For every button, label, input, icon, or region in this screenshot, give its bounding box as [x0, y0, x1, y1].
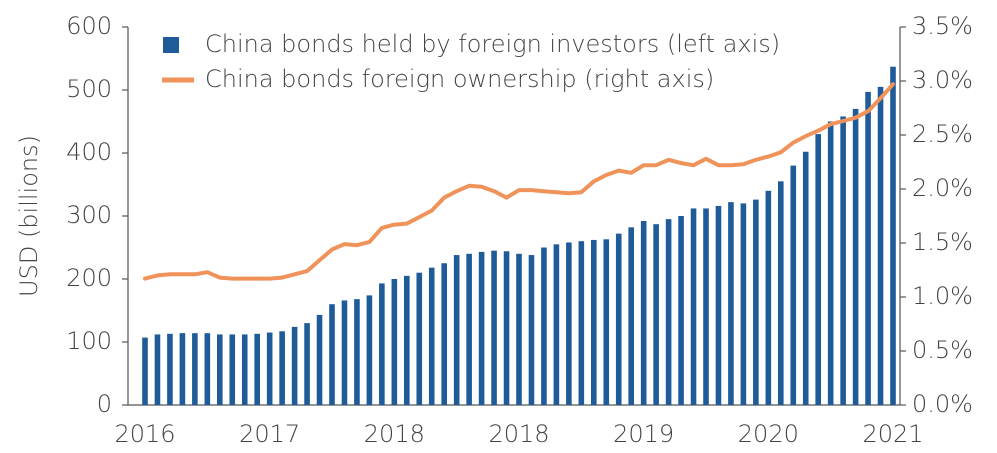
- bar: [815, 134, 821, 405]
- bar: [578, 241, 585, 405]
- bar: [615, 233, 622, 405]
- bar: [516, 253, 522, 405]
- y-tick-label: 200: [66, 264, 112, 292]
- bar: [640, 221, 647, 405]
- y-tick-label: 600: [66, 12, 112, 40]
- bar: [678, 216, 684, 405]
- bar: [628, 227, 634, 405]
- bar: [566, 242, 572, 405]
- bar: [366, 295, 373, 405]
- bar: [665, 219, 672, 405]
- legend-swatch: [163, 37, 179, 53]
- x-tick-label: 2018: [364, 420, 425, 448]
- y-tick-label: 300: [66, 201, 112, 229]
- y-tick-label: 500: [66, 75, 112, 103]
- bar: [466, 253, 472, 405]
- bar: [379, 283, 385, 405]
- bar: [428, 267, 435, 405]
- y-axis-label: USD (billions): [15, 135, 43, 297]
- bar: [241, 334, 248, 405]
- bar: [690, 208, 697, 405]
- bar: [291, 326, 298, 405]
- bar: [329, 304, 335, 405]
- bar: [491, 250, 497, 405]
- bar: [790, 165, 797, 405]
- bar: [341, 300, 348, 405]
- bar: [703, 208, 709, 405]
- bar: [653, 224, 659, 405]
- bar: [852, 108, 859, 406]
- bar: [266, 332, 273, 405]
- line: [143, 82, 895, 281]
- bar: [416, 272, 423, 405]
- bar: [802, 151, 809, 405]
- x-tick-label: 2018: [488, 420, 549, 448]
- bar: [192, 333, 198, 405]
- bar: [740, 203, 747, 405]
- y2-tick-label: 0.5%: [912, 336, 973, 364]
- bar: [728, 202, 734, 405]
- bar: [890, 66, 896, 405]
- bar: [204, 333, 211, 405]
- y2-tick-label: 2.5%: [912, 120, 973, 148]
- bar: [541, 247, 547, 405]
- bar: [603, 239, 610, 405]
- x-tick-label: 2016: [114, 420, 175, 448]
- bar: [316, 314, 323, 405]
- bar: [254, 333, 260, 405]
- x-tick-label: 2020: [738, 420, 799, 448]
- y2-tick-label: 0.0%: [912, 390, 973, 418]
- bar: [528, 255, 535, 405]
- bar: [179, 333, 186, 405]
- bar: [154, 334, 161, 405]
- y2-tick-label: 1.5%: [912, 228, 973, 256]
- bar: [167, 333, 173, 405]
- y2-tick-label: 3.0%: [912, 66, 973, 94]
- bar: [304, 323, 310, 405]
- y2-tick-label: 2.0%: [912, 174, 973, 202]
- bar: [279, 331, 285, 405]
- bar: [865, 91, 871, 405]
- bar: [827, 121, 834, 405]
- bar: [591, 239, 597, 405]
- bar: [478, 251, 485, 405]
- y2-tick-label: 1.0%: [912, 282, 973, 310]
- bar: [354, 299, 360, 405]
- bar: [391, 279, 398, 405]
- bar: [753, 199, 759, 405]
- bar: [553, 244, 560, 405]
- bar: [217, 334, 223, 405]
- bar: [441, 263, 447, 405]
- x-tick-label: 2017: [239, 420, 300, 448]
- y-tick-label: 0: [97, 390, 112, 418]
- bar: [765, 190, 772, 405]
- bar: [840, 116, 846, 406]
- bar: [229, 334, 236, 405]
- bar: [453, 255, 460, 405]
- legend-label: China bonds foreign ownership (right axi…: [205, 65, 714, 93]
- bar: [778, 181, 784, 405]
- y-tick-label: 100: [66, 327, 112, 355]
- x-tick-label: 2021: [862, 420, 923, 448]
- bar: [877, 86, 884, 405]
- bar: [715, 205, 722, 405]
- bar: [503, 251, 510, 405]
- bar: [142, 337, 148, 405]
- legend-label: China bonds held by foreign investors (l…: [205, 30, 780, 58]
- bar: [404, 275, 410, 405]
- x-tick-label: 2019: [613, 420, 674, 448]
- y-tick-label: 400: [66, 138, 112, 166]
- y2-tick-label: 3.5%: [912, 12, 973, 40]
